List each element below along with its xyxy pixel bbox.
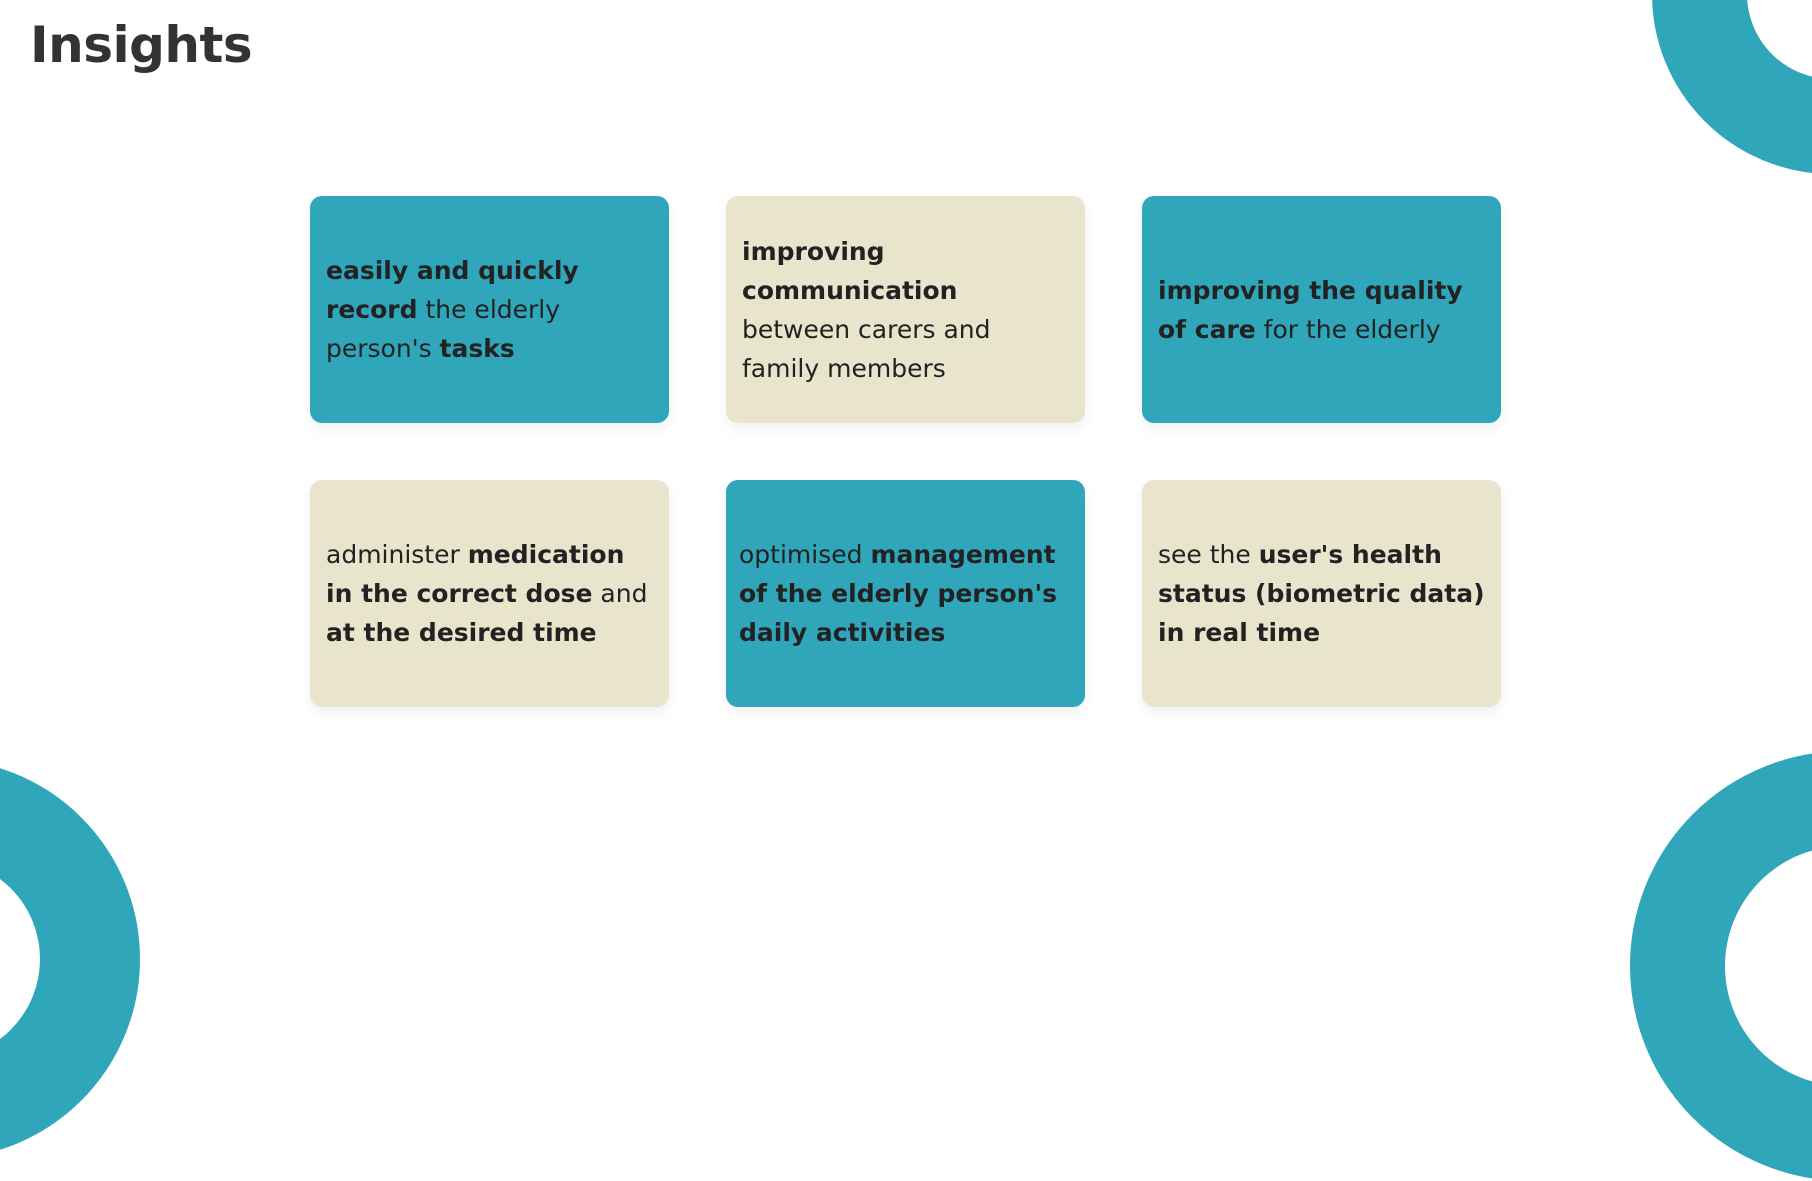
insight-card-daily-activities: optimised management of the elderly pers… [726,480,1085,707]
decorative-ring-bottom-right [1630,751,1812,1181]
insight-text: optimised [739,540,871,569]
insight-card-text: optimised management of the elderly pers… [739,535,1073,652]
decorative-ring-top-right [1652,0,1812,174]
insight-text-emphasis: improving the quality of care [1158,275,1463,344]
insight-card-text: improving the quality of care for the el… [1158,271,1485,349]
page-title: Insights [30,16,253,74]
insight-text: see the [1158,540,1259,569]
insight-text: and [592,579,648,608]
insight-card-quality-of-care: improving the quality of care for the el… [1142,196,1501,423]
insight-text-emphasis: user's health status (biometric data) in… [1158,540,1485,647]
insight-text: between carers and family members [742,314,991,383]
insight-text-emphasis: medication in the correct dose [326,540,625,608]
insight-text-emphasis: improving communication [742,236,958,305]
insight-card-text: administer medication in the correct dos… [326,535,653,652]
insight-text: the elderly person's [326,295,561,363]
insight-text-emphasis: at the desired time [326,618,597,647]
decorative-ring-bottom-left [0,759,140,1159]
insight-text-emphasis: management of the elderly person's daily… [739,540,1058,647]
insight-card-text: improving communication between carers a… [742,232,1069,388]
insight-text: for the elderly [1255,314,1441,344]
insight-card-medication: administer medication in the correct dos… [310,480,669,707]
insight-text: administer [326,540,468,569]
insight-card-communication: improving communication between carers a… [726,196,1085,423]
insight-text-emphasis: easily and quickly record [326,256,579,324]
insight-card-health-status: see the user's health status (biometric … [1142,480,1501,707]
insight-card-text: easily and quickly record the elderly pe… [326,251,653,368]
insight-text-emphasis: tasks [439,334,515,363]
insight-card-record-tasks: easily and quickly record the elderly pe… [310,196,669,423]
insight-card-text: see the user's health status (biometric … [1158,535,1485,652]
